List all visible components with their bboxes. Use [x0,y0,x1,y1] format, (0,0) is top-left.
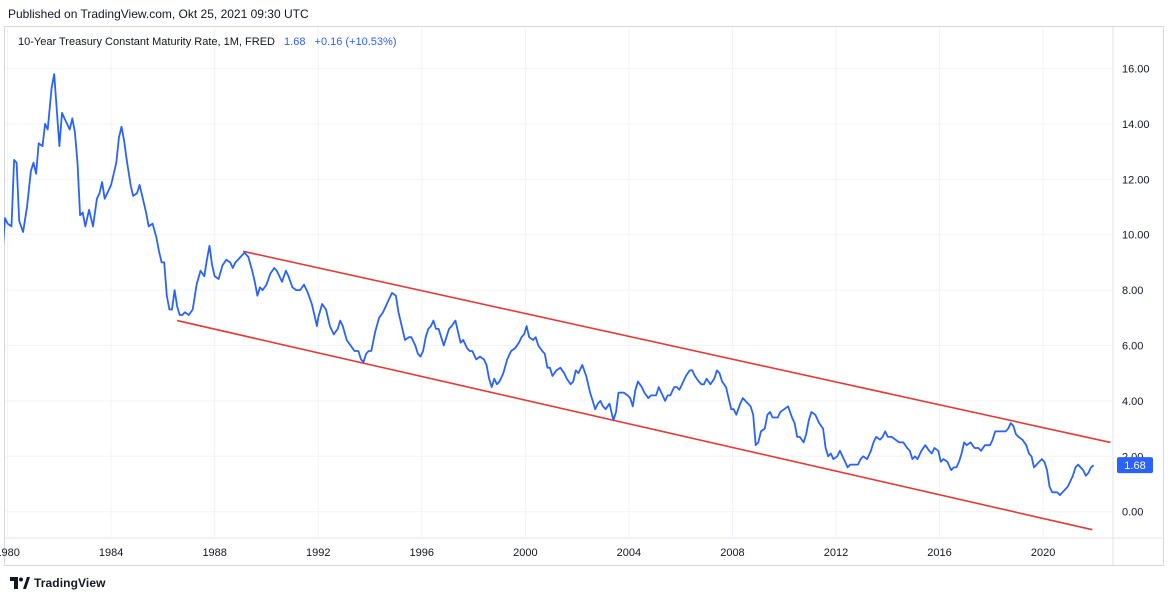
series [4,73,1095,496]
grid [4,27,1164,565]
legend-title: 10-Year Treasury Constant Maturity Rate,… [18,36,275,48]
x-tick-label: 2000 [513,547,537,559]
x-tick-label: 1992 [306,547,330,559]
y-tick-label: 4.00 [1122,396,1143,408]
x-tick-label: 1988 [202,547,226,559]
channel-line [242,250,1111,444]
price-tag-box [1117,457,1153,474]
x-tick-label: 1980 [0,547,20,559]
chart-legend[interactable]: 10-Year Treasury Constant Maturity Rate,… [18,36,396,48]
y-tick-label: 10.00 [1122,230,1150,242]
x-tick-label: 2008 [720,547,744,559]
last-price-tag: 1.68 [1117,457,1153,474]
channel-line [176,319,1093,531]
x-axis: 1980 1984 1988 1992 1996 2000 2004 2008 2012 2016… [0,547,1055,559]
x-tick-label: 2012 [824,547,848,559]
x-tick-label: 1996 [410,547,434,559]
channel-lines [176,250,1111,531]
series-line [4,73,1095,496]
price-tag-text: 1.68 [1124,460,1145,472]
tradingview-logo-icon [10,577,30,589]
y-tick-label: 16.00 [1122,64,1150,76]
x-tick-label: 2016 [927,547,951,559]
y-tick-label: 8.00 [1122,285,1143,297]
legend-value: 1.68 [284,36,306,48]
y-tick-label: 0.00 [1122,507,1143,519]
y-tick-label: 14.00 [1122,119,1150,131]
x-tick-label: 1984 [99,547,123,559]
published-note: Published on TradingView.com, Okt 25, 20… [8,7,309,21]
chart-frame [4,26,1164,566]
y-tick-label: 6.00 [1122,341,1143,353]
y-tick-label: 12.00 [1122,174,1150,186]
x-tick-label: 2020 [1031,547,1055,559]
brand-name: TradingView [34,576,106,590]
footer-branding[interactable]: TradingView [10,576,106,590]
legend-change: +0.16 (+10.53%) [314,36,397,48]
x-tick-label: 2004 [617,547,641,559]
